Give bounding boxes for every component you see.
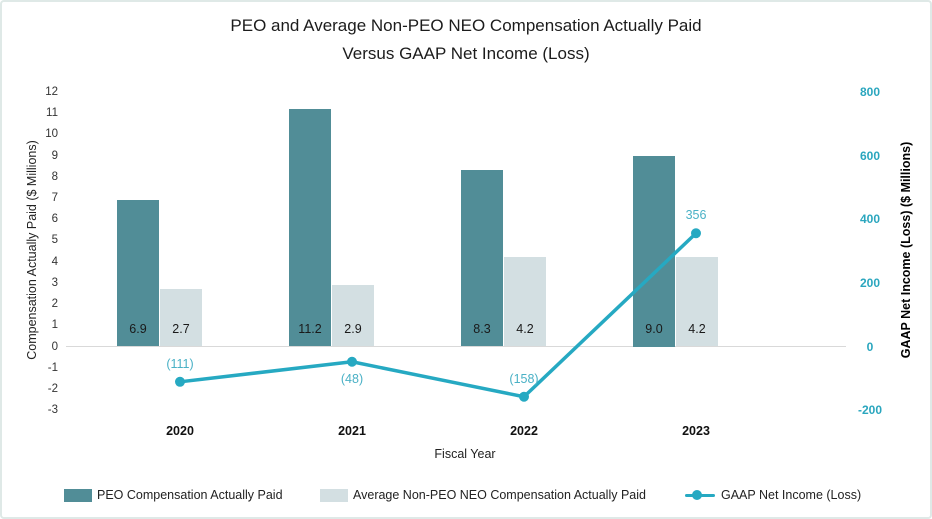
non-peo-bar [160,289,202,347]
peo-bar-swatch-icon [64,488,92,502]
left-axis-tick: 5 [51,234,58,247]
left-axis-tick: 2 [51,298,58,311]
chart-legend: PEO Compensation Actually Paid Average N… [2,486,930,504]
right-axis-tick: 600 [859,148,881,163]
legend-item-gaap: GAAP Net Income (Loss) [685,486,861,504]
left-axis-tick: 10 [45,128,58,141]
right-axis-tick: 400 [859,212,881,227]
legend-label-non-peo: Average Non-PEO NEO Compensation Actuall… [353,488,646,502]
non-peo-bar-value-label: 4.2 [688,322,706,336]
x-axis-label-2023: 2023 [682,424,710,438]
gaap-line-marker-icon [685,489,715,502]
gaap-point-label: (111) [166,356,194,371]
non-peo-bar-value-label: 4.2 [516,322,534,336]
left-axis-tick: 9 [51,149,58,162]
peo-bar-value-label: 6.9 [129,322,147,336]
right-axis-tick: 800 [859,85,881,99]
non-peo-bar-swatch-icon [320,488,348,502]
peo-bar [633,155,675,347]
x-axis-title: Fiscal Year [434,447,496,461]
left-axis-tick: 1 [51,319,58,332]
left-axis-tick: -1 [47,361,58,374]
left-axis-tick: 11 [46,107,58,120]
peo-bar-value-label: 8.3 [473,322,491,336]
non-peo-bar [332,284,374,347]
x-axis-label-2021: 2021 [338,424,366,438]
left-axis-tick: 6 [51,213,58,226]
gaap-point-label: 356 [685,208,707,223]
legend-label-peo: PEO Compensation Actually Paid [97,488,283,502]
peo-bar [117,200,159,347]
legend-item-peo: PEO Compensation Actually Paid [64,486,283,504]
chart-title-line2: Versus GAAP Net Income (Loss) [342,44,590,63]
right-axis-title: GAAP Net Income (Loss) ($ Millions) [899,141,913,359]
left-axis-tick: 8 [51,170,58,183]
chart-title: PEO and Average Non-PEO NEO Compensation… [2,12,930,68]
peo-bar-value-label: 11.2 [298,322,322,336]
left-axis-tick: -3 [47,404,58,417]
left-axis-tick: 12 [45,86,58,98]
left-axis-tick: 0 [51,340,58,353]
gaap-point-label: (48) [340,371,364,386]
chart-title-line1: PEO and Average Non-PEO NEO Compensation… [230,16,702,35]
left-axis-tick: 3 [51,276,58,289]
left-axis-tick: 7 [51,192,58,205]
non-peo-bar-value-label: 2.7 [172,322,190,336]
non-peo-bar-value-label: 2.9 [344,322,362,336]
peo-bar-value-label: 9.0 [645,322,663,336]
right-axis-tick: -200 [857,403,883,418]
right-axis-tick: 200 [859,275,881,290]
gaap-point-label: (158) [509,371,539,386]
x-axis-label-2020: 2020 [166,424,194,438]
left-axis-tick: 4 [51,255,58,268]
legend-item-non-peo: Average Non-PEO NEO Compensation Actuall… [320,486,646,504]
legend-label-gaap: GAAP Net Income (Loss) [721,488,862,502]
right-axis-tick: 0 [866,339,874,354]
peo-bar [289,108,331,347]
x-axis-label-2022: 2022 [510,424,538,438]
left-axis-tick: -2 [47,382,58,395]
